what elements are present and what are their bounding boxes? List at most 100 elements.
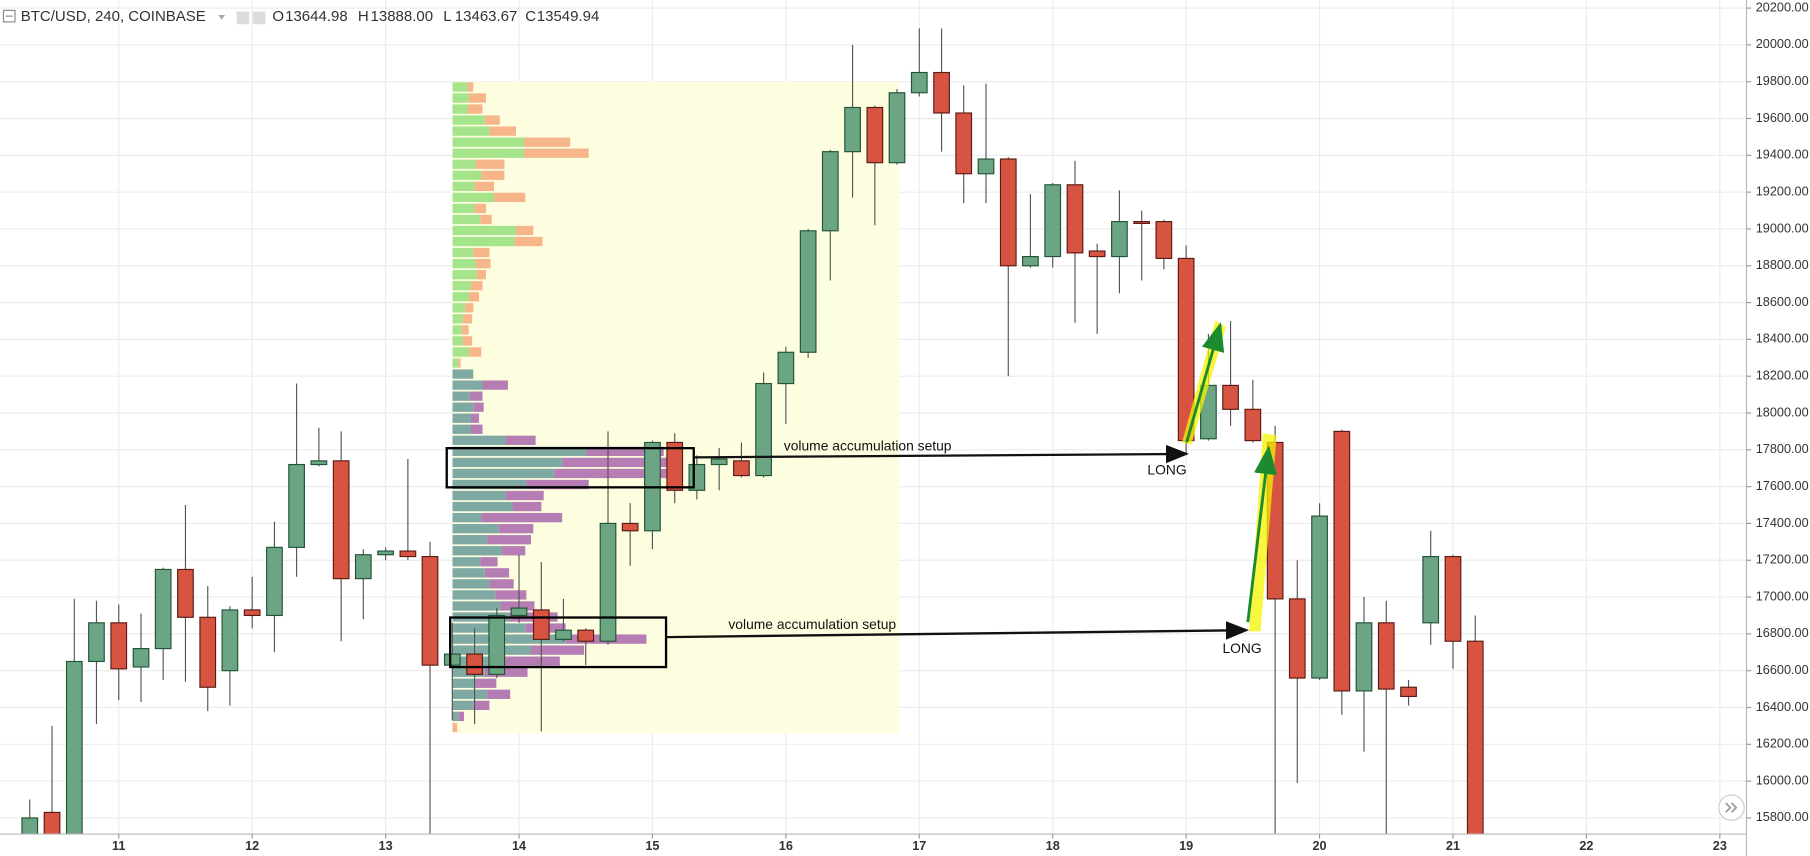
candle-body [733, 460, 750, 477]
profile-down-bar [470, 413, 480, 423]
candle-body [1111, 221, 1128, 258]
profile-up-bar [452, 369, 474, 379]
y-tick-label: 17600.00 [1756, 479, 1809, 493]
arrow [666, 621, 1249, 640]
candle-body [88, 622, 105, 663]
candle-body [666, 441, 684, 491]
candle-body [1222, 384, 1239, 410]
profile-up-bar [452, 380, 483, 390]
profile-up-bar [452, 568, 485, 578]
profile-up-bar [452, 391, 470, 401]
profile-down-bar [481, 512, 563, 523]
profile-down-bar [498, 524, 534, 534]
profile-up-bar [452, 281, 471, 291]
y-tick-label: 18000.00 [1756, 405, 1809, 419]
y-tick-label: 19400.00 [1756, 148, 1809, 162]
profile-up-bar [452, 170, 482, 180]
profile-down-bar [468, 93, 486, 103]
profile-down-bar [586, 446, 664, 457]
arrow [1185, 322, 1225, 443]
profile-up-bar [452, 82, 468, 92]
y-tick-label: 16600.00 [1756, 663, 1809, 677]
y-tick-label: 15800.00 [1756, 810, 1809, 824]
ohlc-value: 13463.67 [455, 8, 518, 25]
profile-up-bar [452, 590, 496, 600]
candle-body [510, 607, 528, 617]
profile-up-bar [452, 524, 499, 534]
annotation: LONG [1222, 640, 1261, 656]
annotation: volume accumulation setup [728, 616, 896, 632]
candle-body [421, 555, 439, 666]
candle-body [1311, 515, 1328, 679]
profile-up-bar [452, 557, 481, 567]
dropdown[interactable] [218, 14, 226, 20]
profile-down-bar [470, 281, 483, 291]
x-tick-label: 22 [1579, 839, 1593, 853]
profile-up-bar [452, 446, 587, 457]
candle-body [1044, 184, 1062, 258]
y-tick-label: 18400.00 [1756, 332, 1809, 346]
profile-down-bar [562, 457, 670, 468]
profile-down-bar [474, 181, 495, 191]
profile-up-bar [452, 512, 482, 523]
profile-down-bar [526, 479, 589, 490]
profile-down-bar [512, 501, 542, 512]
candle-body [1244, 408, 1262, 442]
icon[interactable] [252, 11, 266, 25]
arrow [693, 444, 1189, 464]
candle-body [555, 629, 572, 640]
y-tick-label: 17400.00 [1756, 516, 1809, 530]
profile-up-bar [452, 236, 515, 247]
candle-body [599, 522, 617, 642]
setup-box [449, 616, 668, 669]
candle-body [377, 550, 394, 556]
candle-body [888, 92, 906, 164]
profile-down-bar [524, 137, 571, 147]
profile-up-bar [452, 457, 563, 468]
profile-up-bar [452, 689, 488, 699]
profile-up-bar [452, 137, 525, 147]
profile-up-bar [452, 479, 527, 490]
profile-down-bar [489, 579, 514, 589]
ohlc-label: L [443, 8, 451, 25]
profile-up-bar [452, 358, 459, 368]
y-tick-label: 17000.00 [1756, 589, 1809, 603]
candle-body [466, 653, 483, 675]
x-tick-label: 19 [1179, 839, 1193, 853]
candle-body [844, 106, 861, 153]
profile-up-bar [452, 159, 476, 169]
profile-down-bar [487, 535, 531, 545]
x-tick-label: 16 [779, 839, 793, 853]
candle-body [266, 546, 283, 617]
candle-body [821, 151, 839, 232]
symbol: BTC/USD, 240, COINBASE [21, 8, 206, 25]
candle-body [488, 614, 506, 675]
profile-up-bar [452, 203, 475, 214]
profile-down-bar [505, 490, 544, 501]
candle-body [799, 230, 817, 353]
collapse-icon[interactable] [2, 9, 16, 23]
candle-body [999, 158, 1017, 267]
profile-down-bar [502, 546, 526, 556]
candle-body [288, 463, 305, 548]
y-tick-label: 18600.00 [1756, 295, 1809, 309]
candle-body [21, 817, 39, 835]
profile-down-bar [467, 104, 483, 114]
candle-body [1422, 555, 1440, 624]
candle-body [532, 609, 550, 640]
profile-up-bar [452, 468, 555, 479]
candle-body [221, 609, 239, 672]
x-tick-label: 13 [379, 839, 393, 853]
y-tick-label: 19600.00 [1756, 111, 1809, 125]
profile-up-bar [452, 314, 463, 324]
profile-down-bar [452, 722, 458, 733]
profile-up-bar [452, 126, 490, 136]
ohlc-value: 13888.00 [371, 8, 434, 25]
profile-down-bar [500, 601, 535, 611]
x-tick-label: 17 [912, 839, 926, 853]
candle-body [1333, 430, 1351, 692]
icon[interactable] [236, 11, 250, 25]
arrow [1246, 445, 1278, 623]
profile-up-bar [452, 192, 495, 203]
candle-body [1400, 686, 1417, 698]
